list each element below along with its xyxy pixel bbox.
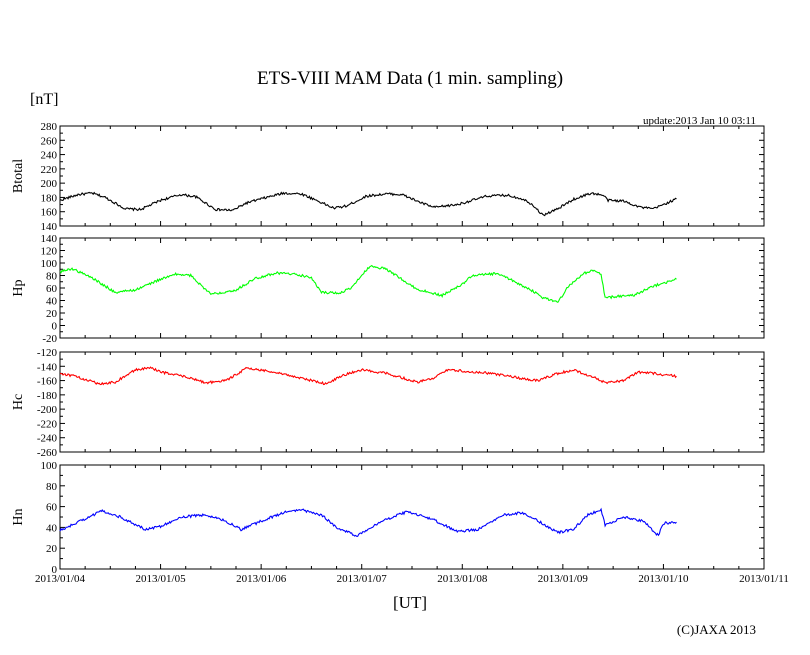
y-tick-label: 260 <box>41 135 58 147</box>
copyright-credit: (C)JAXA 2013 <box>677 622 756 637</box>
y-tick-label: 100 <box>41 258 58 270</box>
y-axis-label: Hc <box>11 394 26 410</box>
x-axis-label: [UT] <box>393 593 427 612</box>
x-tick-label: 2013/01/08 <box>437 573 488 585</box>
y-tick-label: 120 <box>41 246 58 258</box>
panel-frame <box>59 237 765 339</box>
unit-label: [nT] <box>30 91 58 108</box>
y-axis-label: Btotal <box>11 159 26 193</box>
series-line-hn <box>59 507 677 537</box>
y-axis-label: Hn <box>11 508 26 525</box>
y-tick-label: 60 <box>46 502 58 514</box>
y-tick-label: -20 <box>42 333 57 345</box>
y-tick-label: 0 <box>52 321 58 333</box>
y-tick-label: 80 <box>46 481 58 493</box>
panel-hn: 100 80 60 40 20 0 Hn <box>11 460 765 576</box>
y-tick-label: 160 <box>41 207 58 219</box>
y-tick-label: 280 <box>41 121 58 133</box>
y-tick-label: -160 <box>37 376 58 388</box>
x-tick-label: 2013/01/04 <box>35 573 86 585</box>
panel-btotal: 280 260 240 220 200 180 160 140 Btotal <box>11 121 765 233</box>
panel-frame <box>59 464 765 570</box>
chart-title: ETS-VIII MAM Data (1 min. sampling) <box>257 68 563 89</box>
panels: 280260240220200180160140Btotal1401201008… <box>11 121 765 576</box>
y-tick-label: 80 <box>46 271 58 283</box>
y-tick-label: 60 <box>46 283 58 295</box>
update-timestamp: update:2013 Jan 10 03:11 <box>643 115 756 127</box>
x-axis-ticks: 2013/01/04 2013/01/05 2013/01/06 2013/01/07… <box>35 573 789 585</box>
y-tick-label: 180 <box>41 192 58 204</box>
y-tick-label: -260 <box>37 447 58 459</box>
panel-hc: -120 -140 -160 -180 -200 -220 -240 -260 Hc <box>11 347 765 459</box>
y-axis-label: Hp <box>11 279 26 296</box>
y-tick-label: 20 <box>46 308 58 320</box>
y-tick-label: 0 <box>52 564 58 576</box>
y-tick-label: 40 <box>46 522 58 534</box>
series-line-btotal <box>59 191 677 217</box>
y-tick-label: -240 <box>37 433 58 445</box>
y-tick-label: -140 <box>37 361 58 373</box>
y-tick-label: 140 <box>41 221 58 233</box>
series-line-hp <box>59 264 677 304</box>
panel-frame <box>59 351 765 453</box>
x-tick-label: 2013/01/06 <box>236 573 287 585</box>
y-tick-label: -200 <box>37 404 58 416</box>
y-tick-label: -180 <box>37 390 58 402</box>
panel-frame <box>59 125 765 227</box>
y-tick-label: 40 <box>46 296 58 308</box>
y-tick-label: 100 <box>41 460 58 472</box>
x-tick-label: 2013/01/11 <box>739 573 789 585</box>
y-tick-label: 240 <box>41 150 58 162</box>
y-tick-label: -220 <box>37 418 58 430</box>
x-tick-label: 2013/01/05 <box>136 573 187 585</box>
x-tick-label: 2013/01/07 <box>337 573 388 585</box>
y-tick-label: 20 <box>46 543 58 555</box>
y-tick-label: 200 <box>41 178 58 190</box>
series-line-hc <box>60 366 677 386</box>
y-tick-label: -120 <box>37 347 58 359</box>
x-tick-label: 2013/01/10 <box>638 573 689 585</box>
y-tick-label: 140 <box>41 233 58 245</box>
y-tick-label: 220 <box>41 164 58 176</box>
x-tick-label: 2013/01/09 <box>538 573 589 585</box>
